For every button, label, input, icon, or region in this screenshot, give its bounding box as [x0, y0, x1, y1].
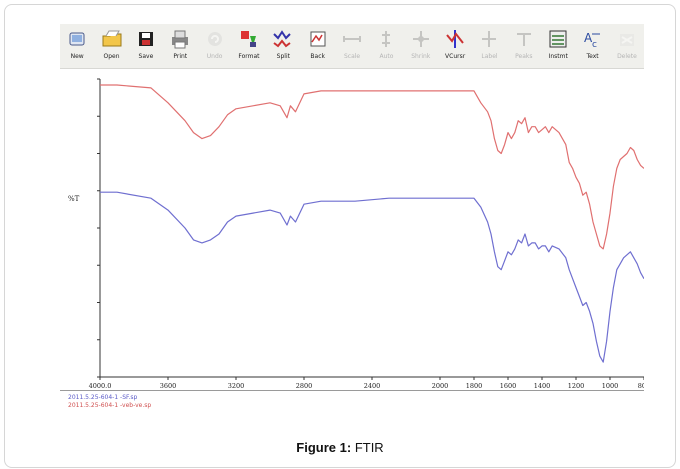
toolbar-shrink-button[interactable]: Shrink	[404, 24, 438, 68]
svg-text:c: c	[592, 40, 597, 50]
x-tick-label: 3600	[160, 382, 177, 390]
toolbar-button-label: Shrink	[411, 53, 431, 60]
toolbar-button-label: Undo	[206, 53, 223, 60]
x-tick-label: 4000.0	[89, 382, 112, 390]
toolbar-button-label: Print	[173, 53, 188, 60]
toolbar-split-button[interactable]: Split	[266, 24, 300, 68]
toolbar-button-label: Open	[103, 53, 120, 60]
undo-icon	[207, 32, 222, 46]
x-tick-label: 1200	[568, 382, 585, 390]
svg-text:A: A	[584, 31, 593, 45]
toolbar-button-label: Format	[238, 53, 260, 60]
x-tick-label: 1800	[466, 382, 483, 390]
peaks-icon	[516, 33, 531, 46]
back-icon	[310, 31, 326, 47]
toolbar-print-button[interactable]: Print	[163, 24, 197, 68]
toolbar-format-button[interactable]: Format	[232, 24, 266, 68]
vertical-cursor-icon	[446, 30, 464, 48]
x-tick-label: 3200	[228, 382, 245, 390]
toolbar-auto-button[interactable]: Auto	[369, 24, 403, 68]
spectrum-line-2	[100, 191, 644, 363]
toolbar-button-label: Auto	[379, 53, 394, 60]
figure-caption: Figure 1: FTIR	[0, 440, 680, 455]
toolbar-button-label: Peaks	[515, 53, 533, 60]
legend-entry: 2011.5.25-604-1 -veb-ve.sp	[68, 402, 152, 409]
x-tick-label: 1600	[500, 382, 517, 390]
format-icon	[240, 31, 256, 47]
x-tick-label: 1000	[602, 382, 619, 390]
toolbar-button-label: VCursr	[445, 53, 466, 60]
ftir-chart: %T 4000.0 3600 3200 2800 2400 2000 1800 1600 1400…	[68, 78, 644, 397]
toolbar-save-button[interactable]: Save	[129, 24, 163, 68]
instrument-icon	[549, 30, 567, 48]
toolbar-back-button[interactable]: Back	[301, 24, 335, 68]
toolbar-button-label: Instmt	[548, 53, 568, 60]
save-icon	[138, 32, 153, 46]
legend: 2011.5.25-604-1 -SF.sp 2011.5.25-604-1 -v…	[60, 390, 644, 434]
toolbar-button-label: Delete	[617, 53, 637, 60]
toolbar-peaks-button[interactable]: Peaks	[507, 24, 541, 68]
toolbar-vcursr-button[interactable]: VCursr	[438, 24, 472, 68]
toolbar-button-label: New	[70, 53, 84, 60]
toolbar-label-button[interactable]: Label	[472, 24, 506, 68]
toolbar-button-label: Split	[276, 53, 290, 60]
open-folder-icon	[102, 30, 122, 47]
toolbar-delete-button[interactable]: Delete	[610, 24, 644, 68]
toolbar: New Open Save Print Undo Format Split Back Scale…	[60, 24, 644, 69]
toolbar-undo-button[interactable]: Undo	[197, 24, 231, 68]
toolbar-button-label: Label	[481, 53, 498, 60]
label-icon	[482, 31, 497, 47]
shrink-icon	[412, 31, 429, 47]
y-axis-label: %T	[68, 195, 80, 203]
auto-icon	[382, 31, 391, 47]
toolbar-scale-button[interactable]: Scale	[335, 24, 369, 68]
spectrum-line-1	[100, 84, 644, 250]
x-tick-label: 2800	[296, 382, 313, 390]
toolbar-button-label: Back	[310, 53, 325, 60]
caption-text: FTIR	[351, 440, 384, 455]
toolbar-button-label: Save	[138, 53, 154, 60]
toolbar-open-button[interactable]: Open	[94, 24, 128, 68]
legend-entry: 2011.5.25-604-1 -SF.sp	[68, 394, 138, 401]
split-icon	[273, 30, 292, 48]
toolbar-button-label: Scale	[343, 53, 361, 60]
x-tick-label: 2400	[364, 382, 381, 390]
delete-icon	[619, 34, 634, 46]
toolbar-button-label: Text	[586, 53, 599, 60]
toolbar-instmt-button[interactable]: Instmt	[541, 24, 575, 68]
x-tick-label: 2000	[432, 382, 449, 390]
x-tick-label: 1400	[534, 382, 551, 390]
toolbar-new-button[interactable]: New	[60, 24, 94, 68]
spectrum-window: New Open Save Print Undo Format Split Back Scale…	[60, 24, 644, 434]
new-file-icon	[69, 32, 85, 46]
caption-prefix: Figure 1:	[296, 440, 352, 455]
scale-icon	[343, 36, 362, 42]
printer-icon	[172, 30, 189, 49]
x-tick-label: 800	[638, 382, 644, 390]
